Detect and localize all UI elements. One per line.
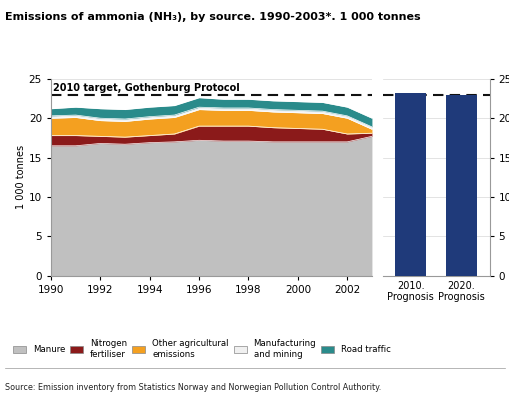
- Bar: [394, 93, 425, 276]
- Bar: [445, 95, 476, 276]
- Y-axis label: 1 000 tonnes: 1 000 tonnes: [16, 145, 26, 209]
- Text: 2010 target, Gothenburg Protocol: 2010 target, Gothenburg Protocol: [53, 83, 240, 93]
- Text: Emissions of ammonia (NH₃), by source. 1990-2003*. 1 000 tonnes: Emissions of ammonia (NH₃), by source. 1…: [5, 12, 420, 22]
- Legend: Manure, Nitrogen
fertiliser, Other agricultural
emissions, Manufacturing
and min: Manure, Nitrogen fertiliser, Other agric…: [9, 336, 394, 362]
- Text: Source: Emission inventory from Statistics Norway and Norwegian Pollution Contro: Source: Emission inventory from Statisti…: [5, 383, 381, 392]
